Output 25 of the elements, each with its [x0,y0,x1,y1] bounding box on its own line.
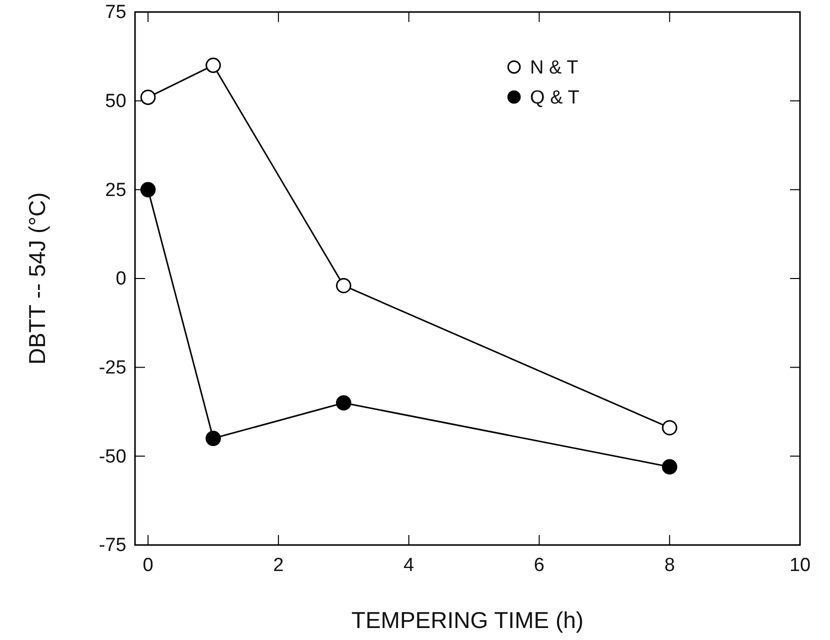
y-tick-label: 50 [105,90,126,112]
x-tick-label: 0 [142,554,154,576]
point [662,459,678,474]
y-tick-label: 25 [105,180,126,201]
x-tick-label: 6 [534,554,545,576]
x-tick-label: 2 [273,554,284,576]
y-tick-label: 0 [116,268,126,290]
point [336,395,352,411]
y-tick-label: -50 [98,446,126,468]
y-tick-label: -25 [98,357,126,378]
x-tick-label: 4 [404,554,415,576]
y-tick-label: -75 [98,535,126,556]
point [206,58,221,73]
point [662,420,678,436]
point [140,182,156,198]
legend-label: N & T [530,58,579,79]
legend-label: Q & T [530,88,580,109]
point [140,90,156,105]
x-axis-title: TEMPERING TIME (h) [351,607,584,633]
x-tick-label: 10 [789,554,811,576]
point [206,430,221,446]
x-tick-label: 8 [664,554,675,576]
point [336,278,352,294]
y-axis-title: DBTT -- 54J (°C) [24,192,50,365]
y-tick-label: 75 [105,2,126,24]
